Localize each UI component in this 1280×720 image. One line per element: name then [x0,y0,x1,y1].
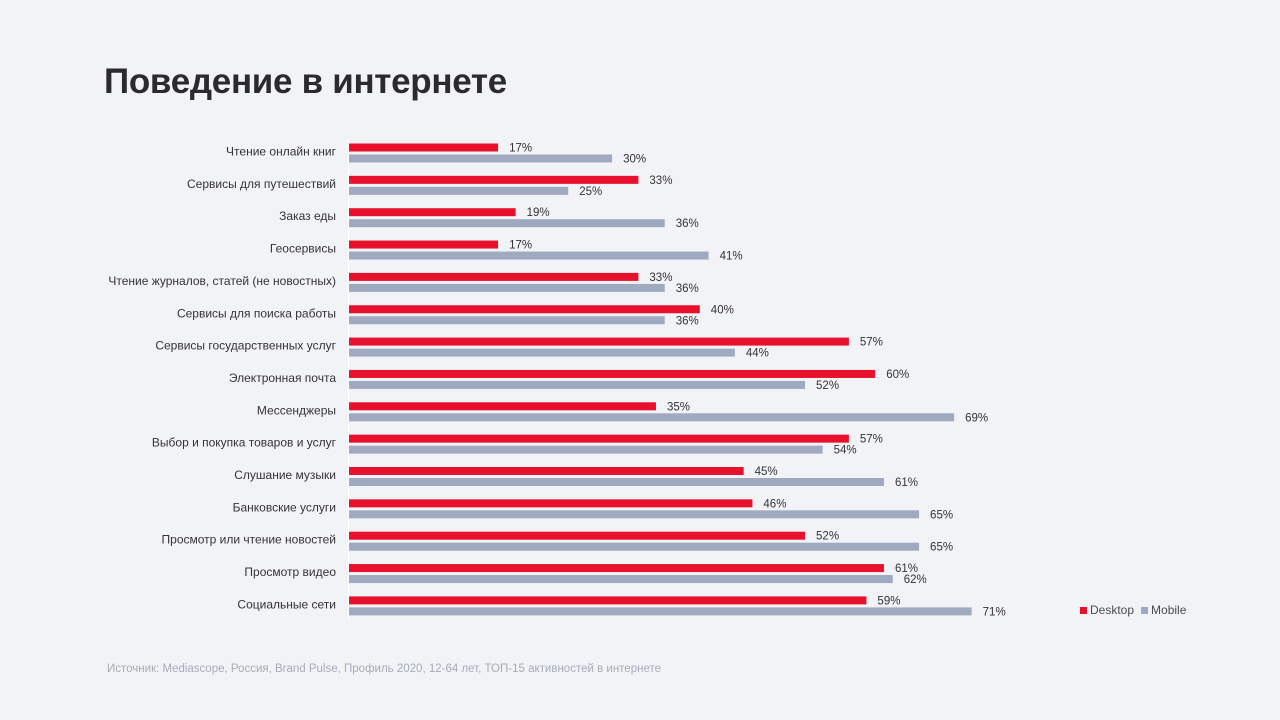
bar-desktop [349,467,744,475]
value-label-desktop: 57% [860,337,883,349]
legend-label-mobile: Mobile [1151,603,1187,617]
value-label-mobile: 69% [965,412,988,424]
bar-mobile [349,186,569,195]
value-label-mobile: 65% [930,542,953,554]
bar-mobile [349,575,893,584]
bar-mobile [349,380,806,389]
bar-mobile [349,445,823,454]
value-label-mobile: 30% [623,154,646,166]
category-label: Выбор и покупка товаров и услуг [152,436,337,450]
legend-swatch-mobile [1141,606,1149,614]
category-label: Заказ еды [279,209,336,223]
value-label-desktop: 35% [667,401,690,413]
bar-mobile [349,154,613,163]
bar-desktop [349,272,639,281]
value-label-desktop: 19% [527,207,550,219]
category-label: Мессенджеры [257,403,336,417]
bar-desktop [349,337,849,346]
value-label-desktop: 60% [886,369,909,381]
value-label-mobile: 25% [579,186,602,198]
category-label: Банковские услуги [233,500,336,514]
bar-desktop [349,564,884,573]
bar-desktop [349,208,516,217]
bar-desktop [349,369,876,378]
category-label: Слушание музыки [234,468,336,482]
value-label-desktop: 59% [877,595,900,607]
legend-item-mobile: Mobile [1141,603,1186,617]
bar-desktop [349,434,849,443]
value-label-mobile: 44% [746,348,769,360]
value-label-desktop: 61% [895,563,918,575]
chart-legend: Desktop Mobile [1080,603,1189,617]
value-label-desktop: 46% [763,498,786,510]
value-label-mobile: 62% [904,574,927,586]
bar-mobile [349,251,709,260]
value-label-mobile: 71% [983,606,1006,618]
category-label: Социальные сети [237,597,336,611]
value-label-desktop: 45% [755,466,778,478]
legend-label-desktop: Desktop [1090,603,1135,617]
bar-desktop [349,402,656,411]
value-label-mobile: 36% [676,283,699,295]
bar-mobile [349,607,972,616]
value-label-desktop: 17% [509,240,532,252]
source-note: Источник: Mediascope, Россия, Brand Puls… [107,663,661,675]
bar-mobile [349,510,920,519]
value-label-mobile: 54% [834,445,857,457]
value-label-desktop: 52% [816,531,839,543]
bar-desktop [349,499,753,508]
value-label-mobile: 61% [895,477,918,489]
category-label: Сервисы для путешествий [187,177,336,191]
value-label-desktop: 57% [860,434,883,446]
category-label: Сервисы государственных услуг [155,339,336,353]
category-label: Чтение журналов, статей (не новостных) [108,274,336,288]
category-label: Чтение онлайн книг [226,145,337,159]
value-label-desktop: 17% [509,143,532,155]
bar-mobile [349,348,735,357]
bar-desktop [349,143,499,152]
bar-mobile [349,542,920,551]
bar-desktop [349,240,499,249]
bar-mobile [349,413,955,422]
bar-desktop [349,531,806,540]
value-label-mobile: 36% [676,315,699,327]
category-label: Просмотр или чтение новостей [162,533,336,547]
value-label-desktop: 33% [649,272,672,284]
bar-mobile [349,478,884,486]
value-label-mobile: 36% [676,218,699,230]
bar-mobile [349,316,665,325]
legend-swatch-desktop [1080,606,1087,614]
category-label: Просмотр видео [244,565,336,579]
value-label-mobile: 41% [720,251,743,263]
bar-desktop [349,175,639,184]
bar-mobile [349,219,665,228]
bar-mobile [349,283,665,292]
value-label-desktop: 33% [649,175,672,187]
value-label-mobile: 52% [816,380,839,392]
value-label-mobile: 65% [930,509,953,521]
category-label: Электронная почта [229,371,336,385]
bar-desktop [349,305,700,314]
legend-item-desktop: Desktop [1080,603,1134,617]
category-label: Геосервисы [270,242,336,256]
category-label: Сервисы для поиска работы [177,306,336,320]
bar-desktop [349,596,867,605]
page-title: Поведение в интернете [104,62,507,101]
value-label-desktop: 40% [711,304,734,316]
